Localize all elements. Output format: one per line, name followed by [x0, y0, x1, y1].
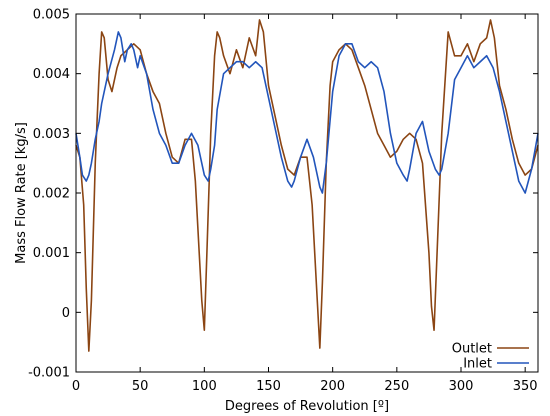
legend-label-inlet: Inlet — [463, 357, 492, 372]
series-line-inlet — [75, 31, 539, 194]
y-axis-ticks: -0.001 0 0.001 0.002 0.003 0.004 0.005 — [28, 8, 538, 381]
x-tick-label: 150 — [256, 379, 281, 394]
x-tick-label: 200 — [320, 379, 345, 394]
x-tick-label: 250 — [384, 379, 409, 394]
x-tick-label: 100 — [192, 379, 217, 394]
y-tick-label: 0.002 — [33, 187, 70, 202]
y-axis-label: Mass Flow Rate [kg/s] — [14, 122, 29, 264]
y-tick-label: 0 — [62, 306, 70, 321]
y-tick-label: -0.001 — [28, 366, 70, 381]
y-tick-label: 0.004 — [33, 67, 70, 82]
x-tick-label: 300 — [449, 379, 474, 394]
legend-label-outlet: Outlet — [452, 342, 492, 357]
x-tick-label: 350 — [513, 379, 538, 394]
legend: Outlet Inlet — [452, 342, 529, 372]
y-tick-label: 0.003 — [33, 127, 70, 142]
y-tick-label: 0.001 — [33, 246, 70, 261]
x-axis-ticks: 0 50 100 150 200 250 300 350 — [72, 14, 538, 394]
x-tick-label: 50 — [132, 379, 149, 394]
x-axis-label: Degrees of Revolution [º] — [225, 399, 389, 414]
series-line-outlet — [75, 19, 539, 352]
x-tick-label: 0 — [72, 379, 80, 394]
series-layer — [75, 19, 539, 352]
y-tick-label: 0.005 — [33, 8, 70, 23]
